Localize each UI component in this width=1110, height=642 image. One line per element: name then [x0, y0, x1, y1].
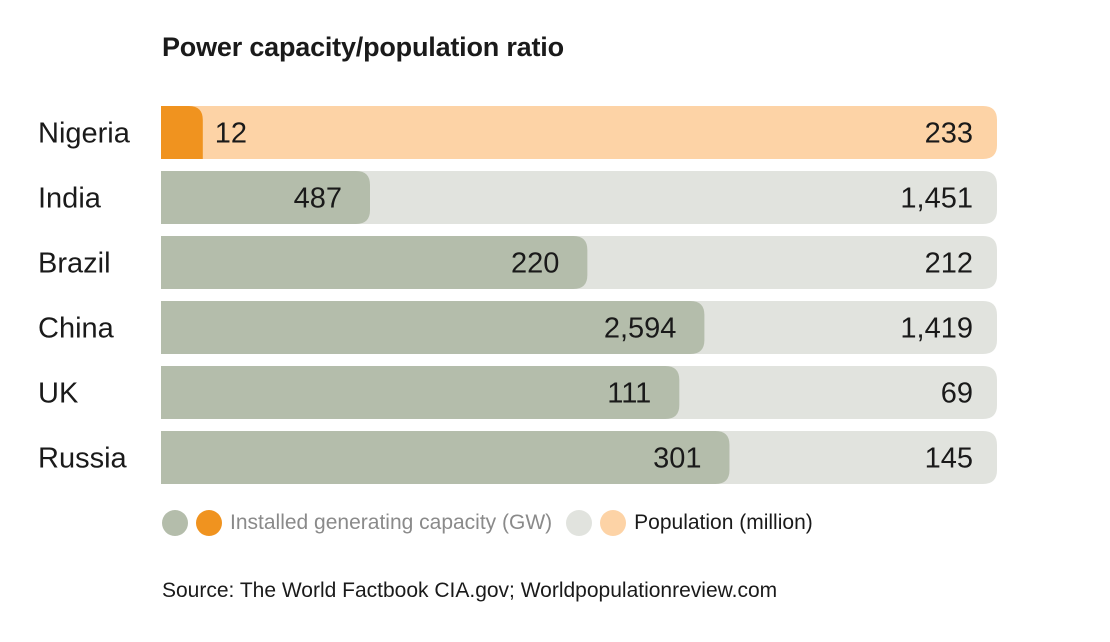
category-label: China: [38, 313, 115, 345]
population-value-label: 1,419: [900, 313, 973, 345]
capacity-value-label: 220: [511, 248, 559, 280]
legend-label-capacity: Installed generating capacity (GW): [230, 511, 553, 534]
capacity-value-label: 2,594: [604, 313, 677, 345]
legend-swatch-capacity: [162, 510, 188, 536]
category-label: Nigeria: [38, 118, 131, 150]
capacity-value-label: 12: [215, 118, 247, 150]
legend-swatch-population-highlight: [600, 510, 627, 536]
legend-label-population: Population (million): [634, 511, 813, 534]
legend-swatch-population: [566, 510, 593, 536]
population-value-label: 69: [941, 378, 973, 410]
capacity-bar: [161, 366, 680, 419]
capacity-bar: [161, 171, 370, 224]
bar-chart: Nigeria 12 233 India 487 1,451 Brazil 220 212 Chi…: [38, 106, 997, 484]
capacity-bar: [161, 106, 203, 159]
capacity-value-label: 487: [294, 183, 342, 215]
chart-title: Power capacity/population ratio: [162, 32, 564, 62]
category-label: India: [38, 183, 102, 215]
population-bar: [161, 106, 997, 159]
legend-swatch-capacity-highlight: [196, 510, 222, 536]
population-value-label: 1,451: [900, 183, 973, 215]
category-label: Russia: [38, 443, 128, 475]
category-label: UK: [38, 378, 79, 410]
capacity-value-label: 301: [653, 443, 701, 475]
capacity-value-label: 111: [607, 378, 651, 410]
source-note: Source: The World Factbook CIA.gov; Worl…: [162, 579, 778, 602]
population-value-label: 233: [925, 118, 973, 150]
population-value-label: 212: [925, 248, 973, 280]
capacity-bar: [161, 236, 588, 289]
capacity-bar: [161, 431, 730, 484]
legend: Installed generating capacity (GW) Popul…: [162, 508, 827, 538]
capacity-bar: [161, 301, 705, 354]
population-bar: [161, 171, 997, 224]
population-value-label: 145: [925, 443, 973, 475]
category-label: Brazil: [38, 248, 111, 280]
